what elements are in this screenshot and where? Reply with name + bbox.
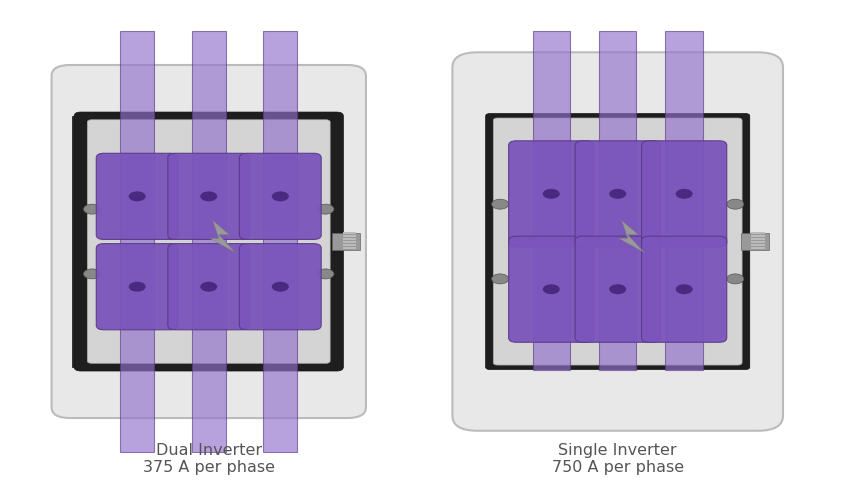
FancyBboxPatch shape [509,236,594,342]
Text: 750 A per phase: 750 A per phase [551,460,684,475]
Circle shape [609,284,626,294]
Circle shape [317,269,334,279]
Circle shape [543,284,560,294]
Bar [332,233,360,250]
Circle shape [200,282,217,292]
FancyBboxPatch shape [486,114,750,370]
Bar [751,244,765,246]
FancyBboxPatch shape [96,244,178,330]
FancyBboxPatch shape [239,244,321,330]
Circle shape [129,282,146,292]
Polygon shape [619,221,645,252]
FancyBboxPatch shape [575,141,660,247]
Bar [741,233,769,250]
Text: Single Inverter: Single Inverter [558,443,677,458]
FancyBboxPatch shape [51,65,366,418]
Circle shape [609,189,626,199]
FancyBboxPatch shape [239,153,321,240]
Bar [751,232,765,234]
FancyBboxPatch shape [642,141,727,247]
FancyBboxPatch shape [493,118,742,365]
Circle shape [727,274,744,284]
FancyBboxPatch shape [509,141,594,247]
FancyBboxPatch shape [452,52,783,431]
Bar [486,116,501,367]
Text: 375 A per phase: 375 A per phase [143,460,274,475]
Circle shape [727,199,744,209]
FancyBboxPatch shape [74,112,343,371]
Bar [343,247,356,249]
Circle shape [676,284,693,294]
Bar [192,31,226,452]
Circle shape [492,274,509,284]
Text: Dual Inverter: Dual Inverter [156,443,262,458]
Circle shape [83,204,101,214]
Bar [120,31,154,452]
FancyBboxPatch shape [96,153,178,240]
Bar [599,31,636,370]
Circle shape [129,191,146,201]
Bar [343,241,356,243]
Bar [751,238,765,240]
Bar [72,116,91,367]
Bar [751,241,765,243]
FancyBboxPatch shape [88,120,330,364]
Bar [343,238,356,240]
Polygon shape [210,221,236,252]
Circle shape [83,269,101,279]
Circle shape [676,189,693,199]
FancyBboxPatch shape [642,236,727,342]
Bar [263,31,297,452]
Bar [751,247,765,249]
Bar [343,232,356,234]
Circle shape [272,191,289,201]
Circle shape [200,191,217,201]
Bar [751,235,765,237]
Circle shape [543,189,560,199]
Bar [343,244,356,246]
Bar [665,31,703,370]
FancyBboxPatch shape [168,153,250,240]
FancyBboxPatch shape [168,244,250,330]
FancyBboxPatch shape [575,236,660,342]
Bar [343,235,356,237]
Circle shape [492,199,509,209]
Circle shape [317,204,334,214]
Bar [532,31,570,370]
Circle shape [272,282,289,292]
